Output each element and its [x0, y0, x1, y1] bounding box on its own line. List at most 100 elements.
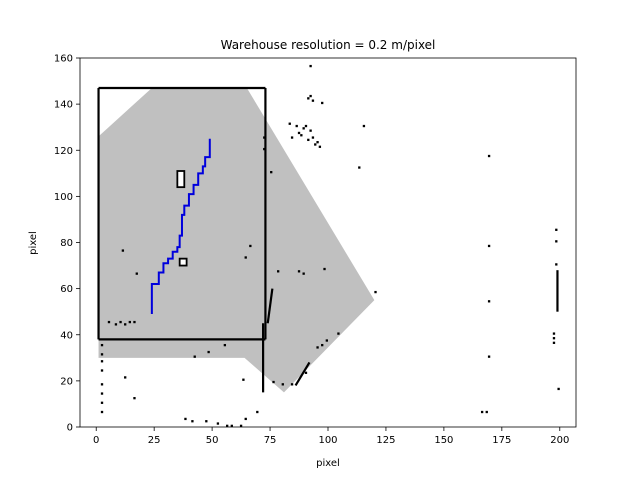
obstacle-cell — [552, 332, 556, 335]
obstacle-cell — [552, 341, 556, 344]
wall-segment — [266, 288, 274, 324]
obstacle-cell — [133, 320, 136, 324]
obstacle-cell — [100, 401, 104, 404]
obstacle-cell — [256, 410, 259, 414]
obstacle-cell — [270, 171, 273, 174]
obstacle-cell — [480, 410, 484, 414]
obstacle-cell — [100, 360, 104, 363]
obstacle-cell — [487, 244, 491, 248]
obstacle-cell — [133, 397, 136, 400]
y-tick-label: 20 — [60, 376, 73, 387]
obstacle-cell — [302, 272, 305, 275]
obstacle-cell — [290, 136, 294, 139]
obstacle-cell — [100, 369, 104, 372]
obstacle-cell — [314, 143, 317, 146]
y-axis-label: pixel — [28, 231, 39, 255]
wall-layer — [97, 86, 559, 393]
obstacle-cell — [100, 410, 104, 414]
obstacle-cell — [337, 332, 340, 335]
obstacle-cell — [557, 387, 560, 391]
obstacle-cell — [193, 355, 196, 358]
obstacle-cell — [297, 131, 301, 135]
x-tick-label: 100 — [318, 435, 337, 446]
obstacle-cell — [487, 154, 491, 158]
speckle-layer — [100, 64, 560, 427]
obstacle-cell — [119, 320, 122, 324]
obstacle-cell — [223, 343, 227, 347]
x-axis: 0 25 50 75 100 125 150 175 200 — [93, 427, 569, 446]
obstacle-cell — [281, 383, 284, 386]
obstacle-cell — [358, 166, 361, 169]
explored-region — [98, 87, 375, 393]
obstacle-cell — [244, 256, 247, 259]
path-line — [150, 138, 211, 314]
y-tick-label: 100 — [54, 192, 73, 203]
obstacle-cell — [100, 343, 104, 347]
obstacle-cell — [244, 417, 247, 421]
obstacle-cell — [307, 97, 310, 100]
obstacle-cell — [205, 420, 208, 423]
obstacle-box — [176, 170, 186, 189]
obstacle-cell — [290, 383, 294, 386]
obstacle-cell — [184, 417, 187, 421]
obstacle-cell — [207, 350, 210, 354]
obstacle-cell — [325, 339, 328, 342]
obstacle-cell — [487, 355, 491, 358]
obstacle-cell — [555, 263, 558, 266]
explored-layer — [98, 87, 375, 393]
y-tick-label: 40 — [60, 330, 73, 341]
x-tick-label: 50 — [206, 435, 219, 446]
obstacle-layer — [176, 170, 188, 267]
obstacle-cell — [128, 320, 131, 324]
obstacle-cell — [304, 371, 308, 374]
obstacle-cell — [487, 300, 491, 303]
obstacle-cell — [374, 290, 377, 294]
obstacle-cell — [297, 270, 301, 273]
obstacle-cell — [114, 323, 118, 326]
obstacle-cell — [316, 346, 319, 349]
y-tick-label: 160 — [54, 54, 73, 65]
obstacle-cell — [121, 249, 125, 252]
obstacle-cell — [226, 424, 229, 427]
obstacle-cell — [309, 129, 312, 132]
obstacle-cell — [272, 380, 275, 384]
obstacle-cell — [555, 240, 558, 243]
x-tick-label: 0 — [93, 435, 99, 446]
x-tick-label: 200 — [550, 435, 569, 446]
x-tick-label: 175 — [492, 435, 511, 446]
x-tick-label: 150 — [434, 435, 453, 446]
obstacle-cell — [311, 99, 315, 102]
obstacle-cell — [107, 320, 111, 324]
obstacle-cell — [318, 145, 322, 148]
obstacle-cell — [485, 410, 488, 414]
x-tick-label: 125 — [376, 435, 395, 446]
obstacle-cell — [300, 134, 303, 137]
y-axis: 0 20 40 60 80 100 120 140 160 — [54, 54, 80, 434]
obstacle-box — [178, 257, 188, 267]
wall-segment — [294, 361, 311, 387]
obstacle-cell — [552, 337, 556, 340]
obstacle-cell — [323, 267, 326, 271]
obstacle-cell — [321, 101, 324, 105]
obstacle-cell — [124, 376, 127, 379]
obstacle-cell — [230, 424, 233, 427]
obstacle-cell — [135, 272, 138, 275]
obstacle-cell — [124, 323, 127, 326]
y-tick-label: 0 — [67, 423, 73, 434]
obstacle-cell — [216, 422, 220, 425]
obstacle-cell — [191, 420, 194, 423]
chart-title: Warehouse resolution = 0.2 m/pixel — [221, 38, 436, 52]
obstacle-cell — [239, 424, 243, 427]
obstacle-cell — [263, 147, 266, 151]
obstacle-cell — [263, 136, 266, 139]
x-tick-label: 25 — [148, 435, 161, 446]
obstacle-cell — [100, 383, 104, 386]
obstacle-cell — [362, 124, 366, 128]
obstacle-cell — [242, 378, 245, 381]
obstacle-cell — [307, 138, 310, 142]
plot-area — [79, 57, 577, 428]
obstacle-cell — [304, 124, 308, 128]
obstacle-cell — [288, 122, 291, 125]
y-tick-label: 80 — [60, 238, 73, 249]
